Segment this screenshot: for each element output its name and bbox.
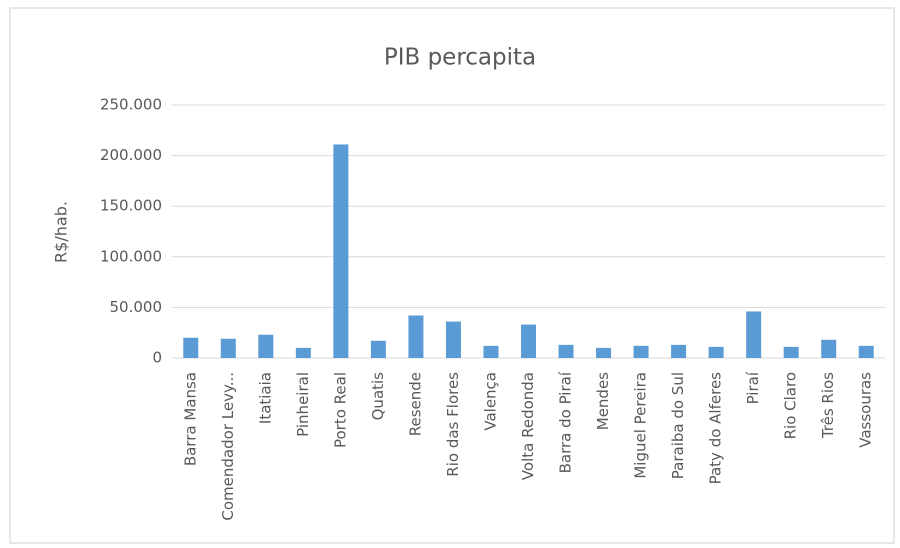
x-tick-label: Itatiaia <box>256 372 274 424</box>
y-axis-label: R$/hab. <box>52 201 71 263</box>
x-tick-label: Paraiba do Sul <box>669 372 687 479</box>
bar <box>558 344 574 358</box>
x-tick-label: Pinheiral <box>294 372 312 437</box>
x-tick-label: Rio das Flores <box>444 372 462 477</box>
bar <box>445 321 461 358</box>
x-tick-label: Três Rios <box>819 372 837 439</box>
bar <box>521 324 536 358</box>
bar <box>783 346 799 358</box>
bar <box>258 334 274 358</box>
bar <box>821 339 837 358</box>
x-tick-label: Barra do Piraí <box>557 371 575 473</box>
x-tick-label: Miguel Pereira <box>632 372 650 479</box>
x-tick-label: Porto Real <box>331 372 349 448</box>
x-tick-label: Paty do Alferes <box>707 372 725 485</box>
x-tick-label: Resende <box>406 372 424 436</box>
y-tick-label: 50.000 <box>110 298 163 316</box>
x-tick-label: Vassouras <box>857 372 875 448</box>
x-tick-label: Volta Redonda <box>519 372 537 480</box>
bar <box>858 345 874 358</box>
chart-frame <box>9 7 895 544</box>
bar <box>333 144 349 358</box>
bar <box>671 344 687 358</box>
x-tick-label: Barra Mansa <box>181 372 199 466</box>
bar <box>295 347 311 358</box>
x-tick-label: Quatis <box>369 372 387 421</box>
y-tick-label: 200.000 <box>100 146 162 164</box>
bar <box>408 315 424 358</box>
bar <box>370 340 386 358</box>
bar <box>220 338 236 358</box>
x-tick-label: Rio Claro <box>782 372 800 439</box>
bar <box>483 345 499 358</box>
x-tick-label: Mendes <box>594 372 612 430</box>
bar <box>183 337 199 358</box>
chart-title: PIB percapita <box>384 45 536 71</box>
bar <box>596 347 612 358</box>
y-tick-label: 0 <box>152 349 162 367</box>
y-tick-label: 100.000 <box>100 247 162 265</box>
y-tick-label: 250.000 <box>100 96 162 114</box>
bar <box>708 346 724 358</box>
x-tick-label: Piraí <box>744 371 762 404</box>
x-tick-label: Comendador Levy... <box>219 372 237 521</box>
x-tick-label: Valença <box>481 372 499 431</box>
y-tick-label: 150.000 <box>100 197 162 215</box>
bar <box>746 311 762 358</box>
bar <box>633 345 649 358</box>
